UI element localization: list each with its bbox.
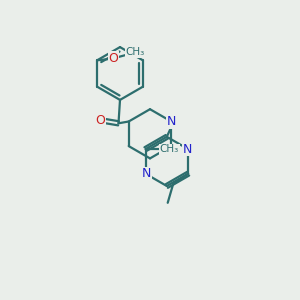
Text: CH₃: CH₃: [126, 47, 145, 57]
Text: CH₃: CH₃: [160, 144, 179, 154]
Text: N: N: [182, 142, 192, 156]
Text: O: O: [96, 114, 105, 127]
Text: O: O: [108, 52, 118, 65]
Text: N: N: [142, 167, 151, 180]
Text: N: N: [167, 115, 176, 128]
